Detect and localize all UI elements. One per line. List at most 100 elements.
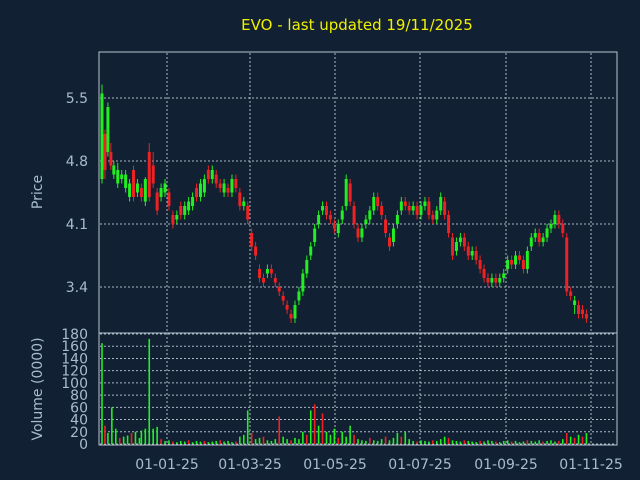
- candle: [336, 219, 340, 238]
- candle: [238, 188, 242, 211]
- candle-body: [395, 215, 399, 224]
- candle: [372, 192, 376, 215]
- candle: [167, 188, 171, 211]
- volume-bars: [101, 338, 588, 444]
- candle-body: [462, 237, 466, 247]
- candle-body: [167, 192, 171, 206]
- candle: [317, 210, 321, 229]
- volume-tick-label: 0: [79, 437, 88, 453]
- volume-tick-label: 40: [70, 413, 88, 429]
- price-tick-label: 4.8: [66, 154, 88, 170]
- candle: [234, 174, 238, 193]
- candle-body: [435, 210, 439, 220]
- candle-body: [116, 170, 120, 184]
- candle: [514, 251, 518, 269]
- candle: [309, 242, 313, 260]
- candle-body: [309, 246, 313, 256]
- candle-body: [218, 183, 222, 188]
- candle-body: [533, 233, 537, 238]
- candle-body: [399, 201, 403, 211]
- candle-body: [521, 260, 525, 269]
- volume-axis-title: Volume (0000): [30, 337, 46, 440]
- candle: [482, 264, 486, 283]
- candle: [348, 179, 352, 206]
- candle-body: [230, 179, 234, 193]
- candle-body: [143, 179, 147, 202]
- candle-body: [159, 188, 163, 197]
- candle-body: [265, 269, 269, 274]
- candle: [254, 242, 258, 260]
- candle: [214, 170, 218, 188]
- candle-body: [474, 251, 478, 260]
- candle: [541, 233, 545, 247]
- candle-body: [344, 179, 348, 206]
- candle: [360, 224, 364, 242]
- candle: [368, 206, 372, 224]
- date-tick-label: 01-03-25: [218, 457, 282, 473]
- candle-body: [254, 246, 258, 256]
- candle-body: [514, 255, 518, 265]
- candle: [447, 210, 451, 238]
- candle: [537, 228, 541, 247]
- candle-body: [171, 215, 175, 224]
- candle: [494, 273, 498, 287]
- candle: [258, 264, 262, 283]
- candle: [183, 201, 187, 220]
- candle: [112, 161, 116, 179]
- candle-body: [478, 260, 482, 269]
- candle: [187, 197, 191, 215]
- candle-body: [360, 228, 364, 238]
- candle-body: [135, 183, 139, 193]
- candle: [120, 170, 124, 184]
- candle-body: [443, 201, 447, 215]
- candle: [577, 300, 581, 319]
- candle-body: [297, 291, 301, 301]
- candle: [466, 242, 470, 260]
- candle: [529, 233, 533, 251]
- candle: [549, 219, 553, 233]
- candle-body: [103, 134, 107, 170]
- candle-body: [584, 314, 588, 319]
- candle: [407, 201, 411, 215]
- volume-tick-label: 80: [70, 388, 88, 404]
- candle: [419, 201, 423, 220]
- candle-body: [305, 260, 309, 274]
- candle: [305, 255, 309, 278]
- candle: [569, 287, 573, 301]
- volume-tick-label: 60: [70, 400, 88, 416]
- candle-body: [324, 206, 328, 215]
- candle: [285, 300, 289, 314]
- candle-body: [368, 210, 372, 220]
- candle: [179, 201, 183, 220]
- candle: [458, 233, 462, 247]
- candle-body: [151, 165, 155, 184]
- candle-body: [163, 183, 167, 193]
- candle-body: [128, 183, 132, 197]
- candle-body: [490, 278, 494, 283]
- candle-body: [155, 192, 159, 211]
- candle-body: [210, 170, 214, 179]
- candle: [297, 287, 301, 305]
- candle: [151, 152, 155, 188]
- candle-body: [427, 201, 431, 215]
- candle-body: [202, 179, 206, 193]
- candle: [293, 300, 297, 323]
- candle: [273, 273, 277, 287]
- candle-body: [454, 242, 458, 251]
- candle-body: [340, 210, 344, 220]
- candle-body: [277, 287, 281, 292]
- chart-title: EVO - last updated 19/11/2025: [241, 16, 473, 34]
- candle-body: [313, 228, 317, 242]
- date-tick-labels: 01-01-25 01-03-25 01-05-25 01-07-25 01-09-25…: [135, 457, 623, 473]
- candle: [109, 143, 113, 170]
- candle: [462, 233, 466, 251]
- candle-body: [147, 152, 151, 197]
- date-tick-label: 01-01-25: [135, 457, 199, 473]
- candle: [364, 215, 368, 229]
- candle-body: [529, 237, 533, 247]
- candle: [573, 296, 577, 314]
- candle-body: [112, 165, 116, 175]
- candle: [163, 179, 167, 197]
